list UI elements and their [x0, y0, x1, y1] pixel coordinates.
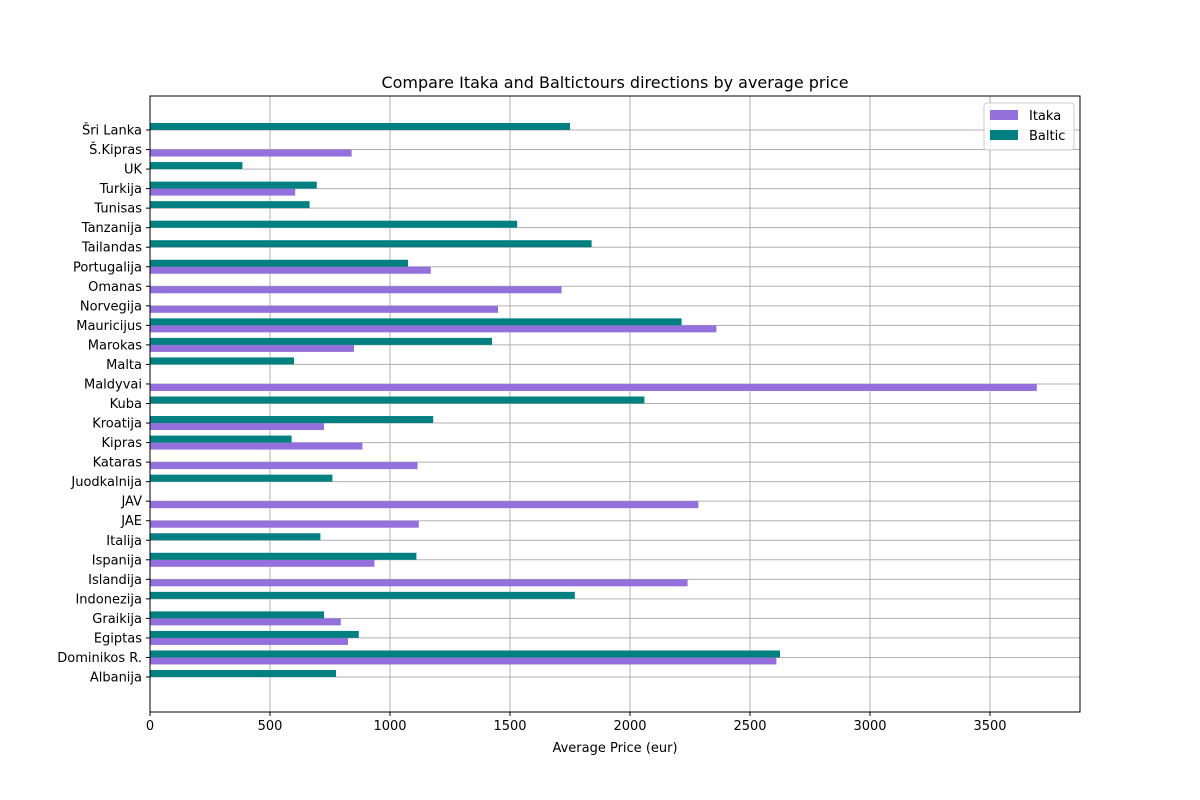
y-tick-label: Italija: [106, 534, 142, 549]
legend-label-itaka: Itaka: [1029, 109, 1061, 124]
legend: Itaka Baltic: [983, 102, 1075, 151]
bar-itaka-6: [150, 559, 375, 567]
bar-baltic-24: [150, 201, 310, 209]
bar-baltic-6: [150, 552, 417, 560]
x-tick-label: 3500: [973, 719, 1006, 734]
bar-baltic-3: [150, 611, 324, 619]
bar-itaka-3: [150, 618, 341, 626]
bar-baltic-25: [150, 181, 317, 189]
bar-itaka-2: [150, 637, 348, 645]
y-tick-label: Tailandas: [81, 241, 142, 256]
bar-baltic-13: [150, 416, 434, 424]
legend-swatch-baltic: [990, 130, 1018, 140]
bar-baltic-14: [150, 396, 645, 404]
y-axis-ticks: Albanija Dominikos R. Egiptas Graikija Indon…: [57, 123, 150, 686]
bar-baltic-23: [150, 220, 518, 228]
bar-itaka-17: [150, 344, 354, 352]
y-tick-label: Mauricijus: [76, 319, 142, 334]
y-tick-label: Portugalija: [73, 260, 142, 275]
x-tick-label: 3000: [853, 719, 886, 734]
y-tick-label: JAE: [120, 514, 142, 529]
y-tick-label: UK: [124, 163, 143, 178]
bar-baltic-26: [150, 162, 243, 170]
bar-itaka-20: [150, 286, 562, 294]
bar-baltic-7: [150, 533, 321, 541]
y-tick-label: Šri Lanka: [82, 123, 142, 139]
bar-baltic-18: [150, 318, 682, 326]
y-tick-label: Tunisas: [93, 202, 142, 217]
y-tick-label: Norvegija: [80, 299, 142, 314]
y-tick-label: Kroatija: [92, 417, 142, 432]
bar-baltic-1: [150, 650, 780, 658]
y-tick-label: Kuba: [110, 397, 142, 412]
bar-baltic-16: [150, 357, 294, 365]
y-tick-label: Kipras: [102, 436, 143, 451]
y-tick-label: Dominikos R.: [57, 651, 142, 666]
bar-itaka-19: [150, 305, 498, 313]
y-tick-label: Maldyvai: [84, 377, 142, 392]
legend-label-baltic: Baltic: [1029, 129, 1065, 144]
bar-itaka-25: [150, 188, 296, 196]
bar-baltic-10: [150, 474, 333, 482]
bar-baltic-17: [150, 337, 492, 345]
y-tick-label: Egiptas: [94, 631, 142, 646]
x-tick-label: 1500: [493, 719, 526, 734]
legend-swatch-itaka: [990, 110, 1018, 120]
y-tick-label: Marokas: [88, 338, 142, 353]
x-axis-ticks: 0 500 1000 1500 2000 2500 3000 3500: [146, 712, 1007, 734]
bar-itaka-12: [150, 442, 363, 450]
y-tick-label: Juodkalnija: [70, 475, 142, 490]
bar-baltic-22: [150, 240, 592, 248]
y-tick-label: Tanzanija: [81, 221, 142, 236]
bar-itaka-27: [150, 149, 352, 157]
bar-itaka-5: [150, 579, 688, 587]
bar-itaka-8: [150, 520, 419, 528]
y-tick-label: Graikija: [92, 612, 142, 627]
bar-itaka-11: [150, 462, 418, 470]
bar-itaka-21: [150, 266, 431, 274]
x-tick-label: 1000: [373, 719, 406, 734]
y-tick-label: Ispanija: [92, 553, 142, 568]
y-tick-label: Š.Kipras: [89, 142, 142, 158]
bar-itaka-9: [150, 501, 699, 509]
y-tick-label: Indonezija: [75, 592, 142, 607]
bar-itaka-15: [150, 383, 1037, 391]
y-tick-label: Islandija: [88, 573, 142, 588]
y-tick-label: Turkija: [99, 182, 142, 197]
bar-baltic-12: [150, 435, 292, 443]
bar-itaka-1: [150, 657, 777, 665]
x-axis-label: Average Price (eur): [552, 741, 677, 756]
x-tick-label: 0: [146, 719, 154, 734]
bars: [150, 123, 1037, 677]
x-tick-label: 2000: [613, 719, 646, 734]
bar-itaka-18: [150, 325, 717, 333]
chart-title: Compare Itaka and Baltictours directions…: [381, 73, 848, 92]
x-tick-label: 2500: [733, 719, 766, 734]
x-tick-label: 500: [258, 719, 283, 734]
y-tick-label: Albanija: [90, 671, 142, 686]
y-tick-label: Kataras: [93, 456, 143, 471]
y-tick-label: Malta: [106, 358, 142, 373]
bar-baltic-21: [150, 259, 408, 267]
bar-baltic-2: [150, 630, 359, 638]
bar-itaka-13: [150, 423, 324, 431]
bar-baltic-28: [150, 123, 570, 130]
y-tick-label: JAV: [120, 495, 142, 510]
bar-baltic-4: [150, 591, 575, 599]
y-tick-label: Omanas: [88, 280, 142, 295]
bar-baltic-0: [150, 670, 336, 677]
